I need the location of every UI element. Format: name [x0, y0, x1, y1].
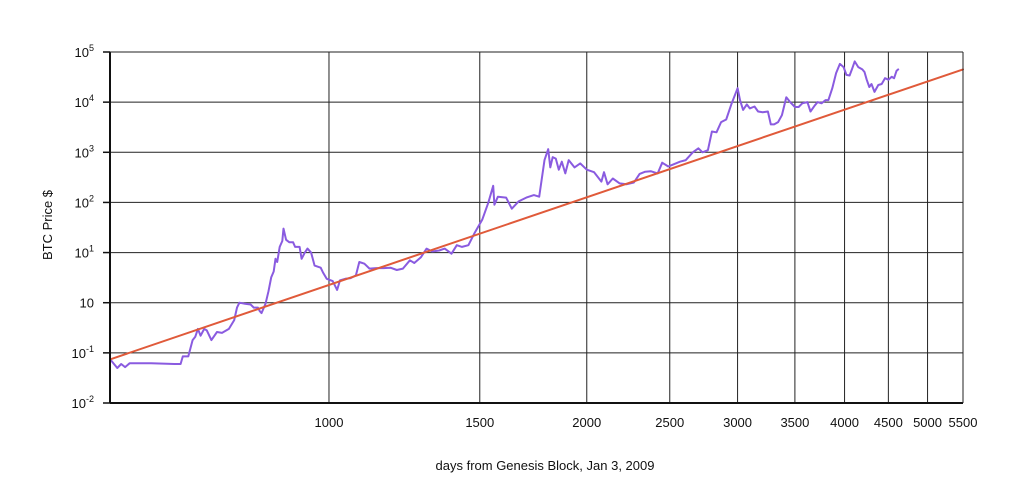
- x-tick-label: 2000: [572, 415, 601, 430]
- y-tick-exponent: 1: [89, 244, 94, 254]
- y-tick-base: 10: [75, 195, 89, 210]
- x-tick-label: 1000: [315, 415, 344, 430]
- x-tick-label: 3500: [780, 415, 809, 430]
- y-tick-base: 10: [80, 296, 94, 311]
- y-tick-label: 103: [75, 143, 94, 160]
- x-axis-label: days from Genesis Block, Jan 3, 2009: [436, 458, 655, 473]
- y-tick-label: 101: [75, 244, 94, 261]
- y-tick-base: 10: [75, 45, 89, 60]
- y-tick-exponent: 3: [89, 143, 94, 153]
- y-tick-base: 10: [75, 95, 89, 110]
- x-tick-label: 3000: [723, 415, 752, 430]
- price-line: [109, 60, 900, 369]
- series-layer: [109, 60, 964, 369]
- x-tick-label: 5000: [913, 415, 942, 430]
- y-tick-exponent: 4: [89, 93, 94, 103]
- x-tick-label: 2500: [655, 415, 684, 430]
- y-tick-exponent: 2: [89, 193, 94, 203]
- y-tick-exponent: -2: [86, 394, 94, 404]
- x-tick-label: 5500: [949, 415, 978, 430]
- axes: [103, 51, 964, 404]
- y-tick-base: 10: [75, 145, 89, 160]
- y-tick-base: 10: [75, 246, 89, 261]
- y-tick-base: 10: [72, 396, 86, 411]
- y-tick-label: 10-2: [72, 394, 94, 411]
- y-tick-label: 10: [80, 296, 94, 311]
- y-tick-label: 102: [75, 193, 94, 210]
- y-axis-label: BTC Price $: [40, 189, 55, 260]
- trend-line: [109, 68, 964, 361]
- x-tick-label: 1500: [465, 415, 494, 430]
- y-tick-exponent: 5: [89, 43, 94, 53]
- y-tick-label: 105: [75, 43, 94, 60]
- grid: [110, 51, 964, 404]
- x-tick-label: 4500: [874, 415, 903, 430]
- y-tick-label: 10-1: [72, 344, 94, 361]
- x-tick-label: 4000: [830, 415, 859, 430]
- y-tick-base: 10: [72, 346, 86, 361]
- y-tick-exponent: -1: [86, 344, 94, 354]
- y-tick-label: 104: [75, 93, 94, 110]
- x-tick-labels: 1000 1500 2000 2500 3000 3500 4000 4500 5000 5500: [315, 415, 978, 430]
